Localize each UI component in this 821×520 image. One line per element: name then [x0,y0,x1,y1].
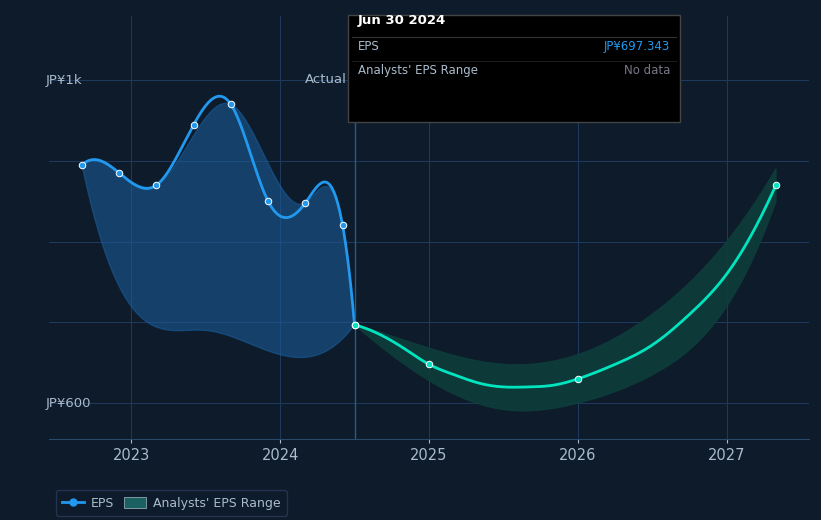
Point [423,360,436,369]
Text: No data: No data [624,64,670,77]
Text: Jun 30 2024: Jun 30 2024 [358,15,446,28]
Text: Analysts' EPS Range: Analysts' EPS Range [358,64,478,77]
Point [76,161,89,169]
Point [336,222,349,230]
Point [112,169,126,177]
Point [262,197,275,205]
Text: Analysts Forecasts: Analysts Forecasts [364,73,488,86]
Polygon shape [82,103,355,358]
Text: JP¥1k: JP¥1k [45,74,82,87]
Polygon shape [355,169,776,411]
Text: JP¥697.343: JP¥697.343 [604,40,670,53]
Text: EPS: EPS [358,40,379,53]
Point [769,181,782,189]
Text: Actual: Actual [305,73,347,86]
Point [187,121,200,129]
Point [348,321,361,329]
Point [571,375,585,383]
Point [348,321,361,329]
Legend: EPS, Analysts' EPS Range: EPS, Analysts' EPS Range [56,490,287,516]
Point [150,181,163,189]
Point [224,100,237,109]
Text: JP¥600: JP¥600 [45,397,91,410]
Point [299,199,312,207]
